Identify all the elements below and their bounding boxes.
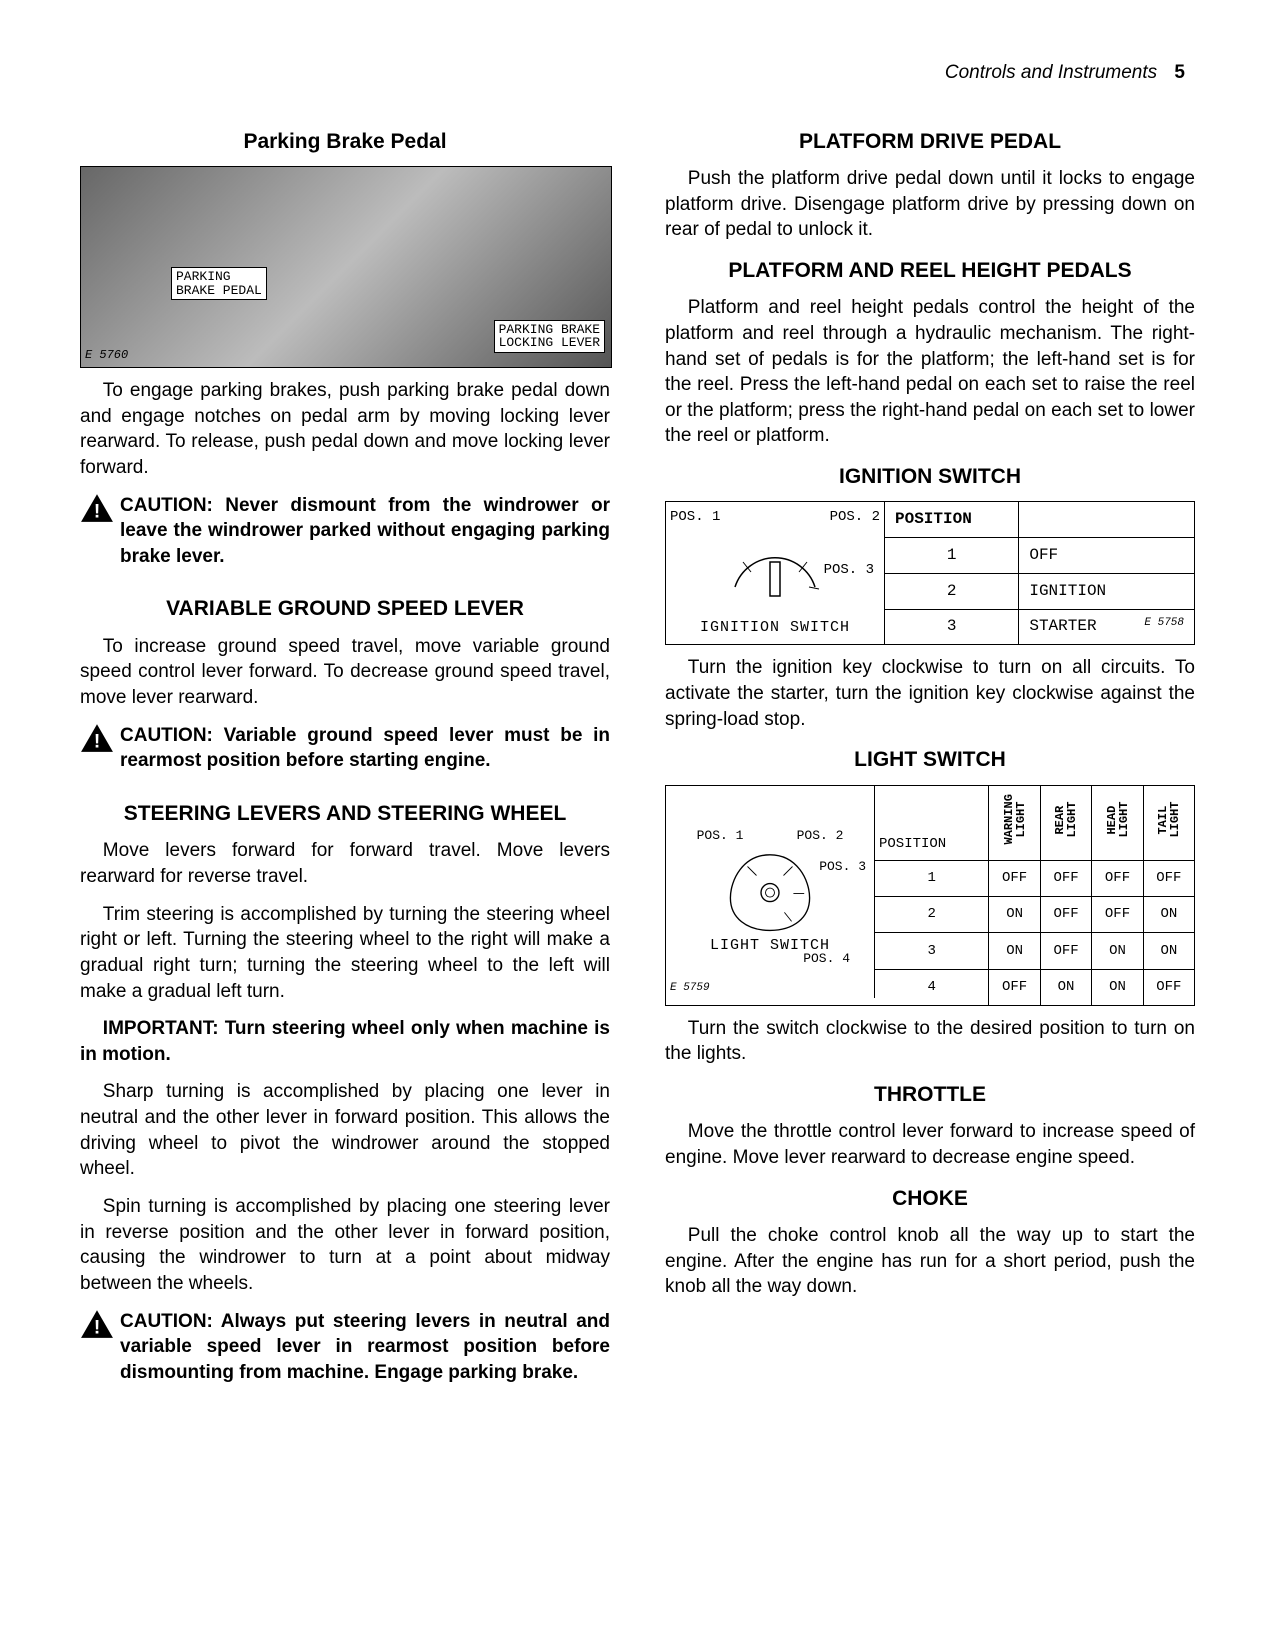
heading-choke: CHOKE [665, 1185, 1195, 1213]
pos-label: POS. 1 [670, 508, 720, 527]
dial-icon [710, 844, 830, 934]
warning-triangle-icon: ! [80, 723, 114, 761]
photo-label-pedal: PARKING BRAKE PEDAL [171, 267, 267, 300]
light-switch-diagram: POS. 1 POS. 2 POS. 3 POS. 4 LIGHT SWITCH… [665, 785, 1195, 1006]
heading-throttle: THROTTLE [665, 1081, 1195, 1109]
para: Move levers forward for forward travel. … [80, 838, 610, 889]
ignition-table: POSITION 1OFF 2IGNITION 3STARTERE 5758 [885, 502, 1194, 644]
pos-label: POS. 2 [797, 827, 844, 845]
pos-label: POS. 2 [830, 508, 880, 527]
pos-label: POS. 3 [819, 858, 866, 876]
caution-block: ! CAUTION: Always put steering levers in… [80, 1309, 610, 1398]
table-row: 1OFFOFFOFFOFF [875, 861, 1194, 897]
caution-text: CAUTION: Never dismount from the windrow… [120, 493, 610, 570]
caution-block: ! CAUTION: Variable ground speed lever m… [80, 723, 610, 786]
para: Push the platform drive pedal down until… [665, 166, 1195, 243]
svg-text:!: ! [94, 731, 100, 752]
photo-label-lever: PARKING BRAKE LOCKING LEVER [494, 320, 605, 353]
pos-label: POS. 1 [697, 827, 744, 845]
para: To increase ground speed travel, move va… [80, 634, 610, 711]
para: Sharp turning is accomplished by placing… [80, 1079, 610, 1182]
table-header [1019, 502, 1194, 537]
para: Turn the ignition key clockwise to turn … [665, 655, 1195, 732]
light-dial: POS. 1 POS. 2 POS. 3 POS. 4 LIGHT SWITCH… [666, 786, 875, 998]
photo-parking-brake: PARKING BRAKE PEDAL PARKING BRAKE LOCKIN… [80, 166, 612, 368]
caution-text: CAUTION: Always put steering levers in n… [120, 1309, 610, 1386]
svg-text:!: ! [94, 501, 100, 522]
para: Platform and reel height pedals control … [665, 295, 1195, 449]
warning-triangle-icon: ! [80, 493, 114, 531]
caution-text: CAUTION: Variable ground speed lever mus… [120, 723, 610, 774]
para: Turn the switch clockwise to the desired… [665, 1016, 1195, 1067]
table-row: 3STARTERE 5758 [885, 609, 1194, 644]
light-table: POSITION WARNING LIGHT REAR LIGHT HEAD L… [875, 786, 1194, 1005]
table-row: 2ONOFFOFFON [875, 897, 1194, 933]
heading-parking-brake: Parking Brake Pedal [80, 128, 610, 156]
svg-text:!: ! [94, 1317, 100, 1338]
ignition-diagram: POS. 1 POS. 2 POS. 3 IGNITION SWITCH POS… [665, 501, 1195, 645]
diagram-code: E 5758 [1144, 616, 1184, 631]
table-row: 4OFFONONOFF [875, 969, 1194, 1005]
warning-triangle-icon: ! [80, 1309, 114, 1347]
dial-title: IGNITION SWITCH [700, 618, 850, 638]
heading-steering: STEERING LEVERS AND STEERING WHEEL [80, 800, 610, 828]
table-header: TAIL LIGHT [1143, 786, 1194, 861]
dial-icon [715, 527, 835, 617]
pos-label: POS. 4 [803, 950, 850, 968]
heading-ignition: IGNITION SWITCH [665, 463, 1195, 491]
caution-block: ! CAUTION: Never dismount from the windr… [80, 493, 610, 582]
heading-platform-drive: PLATFORM DRIVE PEDAL [665, 128, 1195, 156]
table-header: HEAD LIGHT [1092, 786, 1143, 861]
section-title: Controls and Instruments [945, 62, 1157, 83]
para: Move the throttle control lever forward … [665, 1119, 1195, 1170]
figure-parking-brake: PARKING BRAKE PEDAL PARKING BRAKE LOCKIN… [80, 166, 610, 368]
para: Trim steering is accomplished by turning… [80, 902, 610, 1005]
heading-light-switch: LIGHT SWITCH [665, 746, 1195, 774]
table-header: WARNING LIGHT [989, 786, 1040, 861]
pos-label: POS. 3 [824, 561, 874, 580]
table-header: POSITION [885, 502, 1019, 537]
table-row: 2IGNITION [885, 573, 1194, 609]
important-text: IMPORTANT: Turn steering wheel only when… [80, 1016, 610, 1067]
ignition-dial: POS. 1 POS. 2 POS. 3 IGNITION SWITCH [666, 502, 885, 644]
table-row: 1OFF [885, 538, 1194, 574]
heading-ground-speed: VARIABLE GROUND SPEED LEVER [80, 595, 610, 623]
table-header: POSITION [875, 786, 989, 861]
table-row: 3ONOFFONON [875, 933, 1194, 969]
para: Pull the choke control knob all the way … [665, 1223, 1195, 1300]
photo-code: E 5760 [85, 347, 128, 363]
diagram-code: E 5759 [670, 981, 710, 996]
page-number: 5 [1174, 62, 1185, 83]
para: To engage parking brakes, push parking b… [80, 378, 610, 481]
running-header: Controls and Instruments 5 [80, 60, 1195, 86]
table-header: REAR LIGHT [1040, 786, 1091, 861]
heading-platform-reel: PLATFORM AND REEL HEIGHT PEDALS [665, 257, 1195, 285]
para: Spin turning is accomplished by placing … [80, 1194, 610, 1297]
